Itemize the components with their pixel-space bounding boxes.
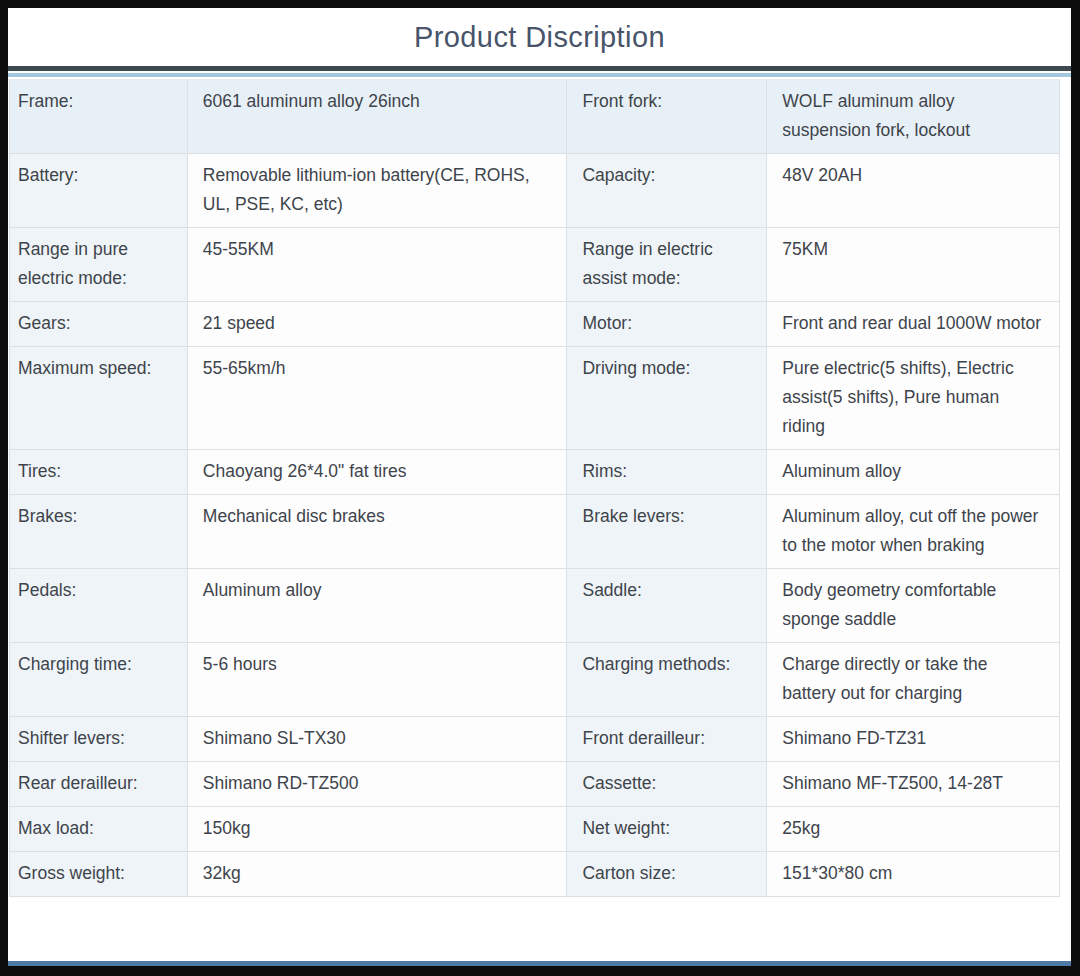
spec-label: Charging time: xyxy=(10,643,188,717)
table-row: Rear derailleur: Shimano RD-TZ500 Casset… xyxy=(10,762,1060,807)
spec-label: Charging methods: xyxy=(567,643,767,717)
spec-label: Battery: xyxy=(10,154,188,228)
table-row: Gears: 21 speed Motor: Front and rear du… xyxy=(10,302,1060,347)
table-bottom-rule xyxy=(8,961,1071,966)
spec-label: Gross weight: xyxy=(10,852,188,897)
spec-label: Carton size: xyxy=(567,852,767,897)
spec-value: 45-55KM xyxy=(188,228,568,302)
title-bar: Product Discription xyxy=(8,8,1071,66)
spec-value: Aluminum alloy, cut off the power to the… xyxy=(767,495,1060,569)
spec-value: Shimano RD-TZ500 xyxy=(188,762,568,807)
table-row: Maximum speed: 55-65km/h Driving mode: P… xyxy=(10,347,1060,450)
spec-label: Frame: xyxy=(10,79,188,154)
outer-frame: Product Discription Frame: 6061 aluminum… xyxy=(0,0,1080,976)
spec-value: 6061 aluminum alloy 26inch xyxy=(188,79,568,154)
spec-label: Range in electric assist mode: xyxy=(567,228,767,302)
spec-value: 25kg xyxy=(767,807,1060,852)
spec-value: WOLF aluminum alloy suspension fork, loc… xyxy=(767,79,1060,154)
spec-label: Max load: xyxy=(10,807,188,852)
spec-label: Maximum speed: xyxy=(10,347,188,450)
table-row: Battery: Removable lithium-ion battery(C… xyxy=(10,154,1060,228)
bottom-spacer xyxy=(8,897,1071,961)
spec-value: Removable lithium-ion battery(CE, ROHS, … xyxy=(188,154,568,228)
spec-value: Pure electric(5 shifts), Electric assist… xyxy=(767,347,1060,450)
spec-label: Gears: xyxy=(10,302,188,347)
spec-label: Tires: xyxy=(10,450,188,495)
spec-value: Shimano FD-TZ31 xyxy=(767,717,1060,762)
spec-label: Rims: xyxy=(567,450,767,495)
spec-label: Cassette: xyxy=(567,762,767,807)
spec-value: 21 speed xyxy=(188,302,568,347)
spec-value: 75KM xyxy=(767,228,1060,302)
table-row: Range in pure electric mode: 45-55KM Ran… xyxy=(10,228,1060,302)
spec-label: Capacity: xyxy=(567,154,767,228)
spec-value: 32kg xyxy=(188,852,568,897)
spec-label: Shifter levers: xyxy=(10,717,188,762)
spec-value: 55-65km/h xyxy=(188,347,568,450)
spec-label: Saddle: xyxy=(567,569,767,643)
spec-label: Front fork: xyxy=(567,79,767,154)
spec-label: Rear derailleur: xyxy=(10,762,188,807)
spec-value: Front and rear dual 1000W motor xyxy=(767,302,1060,347)
spec-value: Mechanical disc brakes xyxy=(188,495,568,569)
spec-label: Range in pure electric mode: xyxy=(10,228,188,302)
table-row: Max load: 150kg Net weight: 25kg xyxy=(10,807,1060,852)
table-row: Gross weight: 32kg Carton size: 151*30*8… xyxy=(10,852,1060,897)
table-row: Charging time: 5-6 hours Charging method… xyxy=(10,643,1060,717)
spec-value: Shimano SL-TX30 xyxy=(188,717,568,762)
spec-table: Frame: 6061 aluminum alloy 26inch Front … xyxy=(9,79,1060,897)
spec-label: Pedals: xyxy=(10,569,188,643)
spec-label: Brake levers: xyxy=(567,495,767,569)
spec-value: Shimano MF-TZ500, 14-28T xyxy=(767,762,1060,807)
spec-label: Brakes: xyxy=(10,495,188,569)
spec-value: Body geometry comfortable sponge saddle xyxy=(767,569,1060,643)
spec-value: Aluminum alloy xyxy=(767,450,1060,495)
spec-value: 48V 20AH xyxy=(767,154,1060,228)
table-row: Shifter levers: Shimano SL-TX30 Front de… xyxy=(10,717,1060,762)
spec-value: Aluminum alloy xyxy=(188,569,568,643)
table-row: Frame: 6061 aluminum alloy 26inch Front … xyxy=(10,79,1060,154)
spec-label: Net weight: xyxy=(567,807,767,852)
spec-value: 151*30*80 cm xyxy=(767,852,1060,897)
spec-value: 5-6 hours xyxy=(188,643,568,717)
spec-label: Motor: xyxy=(567,302,767,347)
table-row: Pedals: Aluminum alloy Saddle: Body geom… xyxy=(10,569,1060,643)
spec-value: 150kg xyxy=(188,807,568,852)
table-row: Tires: Chaoyang 26*4.0" fat tires Rims: … xyxy=(10,450,1060,495)
spec-label: Front derailleur: xyxy=(567,717,767,762)
spec-value: Chaoyang 26*4.0" fat tires xyxy=(188,450,568,495)
page-title: Product Discription xyxy=(414,21,665,54)
spec-value: Charge directly or take the battery out … xyxy=(767,643,1060,717)
spec-label: Driving mode: xyxy=(567,347,767,450)
product-description-page: Product Discription Frame: 6061 aluminum… xyxy=(8,8,1071,966)
table-row: Brakes: Mechanical disc brakes Brake lev… xyxy=(10,495,1060,569)
